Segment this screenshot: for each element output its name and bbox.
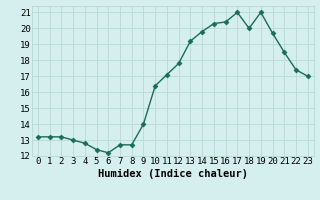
X-axis label: Humidex (Indice chaleur): Humidex (Indice chaleur): [98, 169, 248, 179]
